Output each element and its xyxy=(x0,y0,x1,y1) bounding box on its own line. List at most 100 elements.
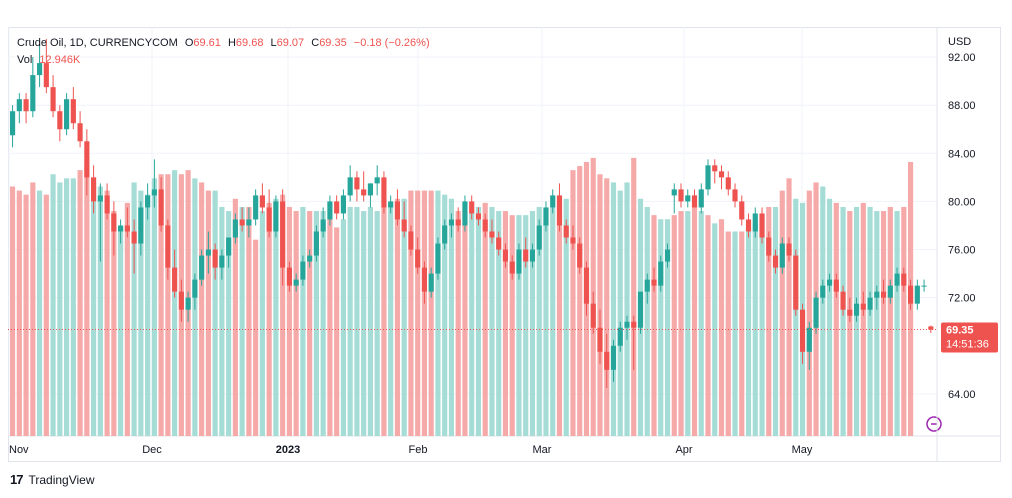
volume-bar xyxy=(401,198,407,436)
currency-label: USD xyxy=(948,36,971,48)
volume-bar xyxy=(610,182,617,436)
candle xyxy=(64,93,70,136)
candle xyxy=(678,183,684,208)
candle-body xyxy=(678,189,684,202)
candle-body xyxy=(867,297,873,310)
volume-bar xyxy=(462,211,468,436)
candle-body xyxy=(300,261,306,280)
volume-bar xyxy=(759,215,765,436)
candle xyxy=(725,171,731,196)
candle-body xyxy=(509,261,515,274)
footer-brand[interactable]: TradingView xyxy=(28,472,95,487)
candle xyxy=(361,171,367,202)
volume-bar xyxy=(246,206,252,436)
candle xyxy=(111,201,117,256)
candle xyxy=(259,183,265,214)
candle-body xyxy=(118,225,124,232)
candle-body xyxy=(691,195,698,208)
candle-body xyxy=(887,285,893,298)
candle xyxy=(273,195,279,238)
volume-bar xyxy=(860,202,866,436)
volume-bar xyxy=(523,215,529,436)
y-tick-label: 92.00 xyxy=(948,52,976,64)
tradingview-logo-icon[interactable]: 17 xyxy=(10,472,24,487)
candle xyxy=(104,183,110,220)
volume-bar xyxy=(698,211,704,436)
candle xyxy=(158,177,164,232)
candle-body xyxy=(685,195,691,202)
volume-bar xyxy=(286,206,292,436)
candle xyxy=(124,207,130,238)
candle-body xyxy=(860,303,866,310)
candle-body xyxy=(293,279,299,286)
volume-bar xyxy=(84,166,90,436)
candle-body xyxy=(732,189,738,202)
candle-body xyxy=(928,326,934,330)
y-tick-label: 84.00 xyxy=(948,148,976,160)
volume-bar xyxy=(624,182,630,436)
candle-body xyxy=(138,207,144,244)
candle-body xyxy=(590,303,596,328)
candle xyxy=(732,183,738,208)
candle-body xyxy=(131,231,137,244)
volume-bar xyxy=(138,190,144,436)
legend-symbol[interactable]: Crude Oil, 1D, CURRENCYCOM xyxy=(17,37,178,49)
candle-body xyxy=(286,267,292,286)
candle-body xyxy=(280,201,286,268)
volume-bar xyxy=(131,182,137,436)
candle-body xyxy=(759,213,765,238)
legend-volume-value: 12.946K xyxy=(39,54,81,66)
candle-body xyxy=(617,327,623,346)
candle xyxy=(610,339,617,382)
candle xyxy=(354,171,360,202)
candle-body xyxy=(901,273,907,286)
candle xyxy=(570,225,576,250)
candle xyxy=(833,273,839,298)
volume-bar xyxy=(840,206,846,436)
candle xyxy=(448,213,455,238)
candle-body xyxy=(145,195,151,208)
candle xyxy=(766,231,772,262)
candle xyxy=(550,189,556,214)
legend-change: −0.18 (−0.26%) xyxy=(353,37,430,49)
candle-body xyxy=(752,213,758,232)
candle-body xyxy=(374,177,380,184)
candle-body xyxy=(313,231,319,256)
candle xyxy=(637,291,644,334)
volume-bar xyxy=(16,190,22,436)
candle-body xyxy=(496,237,502,250)
legend-low-value: 69.07 xyxy=(276,37,305,49)
candle-body xyxy=(205,249,211,256)
candle-body xyxy=(793,255,799,310)
candle xyxy=(367,183,373,208)
candle xyxy=(199,249,205,286)
candle-body xyxy=(718,171,725,178)
candle-body xyxy=(91,177,97,202)
volume-bar xyxy=(556,202,563,436)
volume-bar xyxy=(57,182,63,436)
x-tick-label: Apr xyxy=(675,444,692,456)
candle-body xyxy=(651,279,657,286)
candle-body xyxy=(907,285,914,304)
candle xyxy=(597,309,603,364)
candle xyxy=(50,75,56,118)
candle xyxy=(590,291,596,334)
x-tick-label: Dec xyxy=(142,444,162,456)
candle-body xyxy=(70,99,76,124)
volume-bar xyxy=(43,194,49,436)
candle xyxy=(772,249,779,274)
volume-bar xyxy=(347,206,353,436)
legend-close-value: 69.35 xyxy=(319,37,347,49)
candle-body xyxy=(604,351,610,370)
candle xyxy=(779,237,785,274)
candle-body xyxy=(259,195,265,208)
candle xyxy=(145,183,151,220)
candle xyxy=(394,189,401,226)
volume-bar xyxy=(111,211,117,436)
candle-body xyxy=(394,201,401,220)
volume-bar xyxy=(381,206,387,436)
candle-body xyxy=(172,267,178,292)
volume-bar xyxy=(678,211,684,436)
candle xyxy=(293,273,299,292)
